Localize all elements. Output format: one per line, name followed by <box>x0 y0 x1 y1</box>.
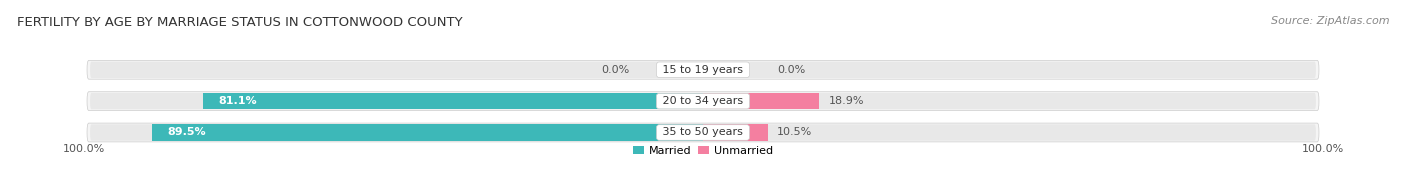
FancyBboxPatch shape <box>90 62 1316 78</box>
Text: 89.5%: 89.5% <box>167 127 205 138</box>
FancyBboxPatch shape <box>87 92 1319 111</box>
FancyBboxPatch shape <box>87 60 1319 79</box>
Text: 35 to 50 years: 35 to 50 years <box>659 127 747 138</box>
Text: 100.0%: 100.0% <box>1302 144 1344 154</box>
Text: FERTILITY BY AGE BY MARRIAGE STATUS IN COTTONWOOD COUNTY: FERTILITY BY AGE BY MARRIAGE STATUS IN C… <box>17 16 463 29</box>
Text: 100.0%: 100.0% <box>62 144 104 154</box>
Text: 0.0%: 0.0% <box>778 65 806 75</box>
Text: 18.9%: 18.9% <box>828 96 865 106</box>
Text: 0.0%: 0.0% <box>600 65 628 75</box>
Bar <box>204 93 703 109</box>
Legend: Married, Unmarried: Married, Unmarried <box>628 142 778 161</box>
Text: 81.1%: 81.1% <box>219 96 257 106</box>
FancyBboxPatch shape <box>87 123 1319 142</box>
FancyBboxPatch shape <box>90 124 1316 141</box>
FancyBboxPatch shape <box>90 93 1316 109</box>
Bar <box>703 93 820 109</box>
Text: 15 to 19 years: 15 to 19 years <box>659 65 747 75</box>
Text: 10.5%: 10.5% <box>778 127 813 138</box>
Bar <box>152 124 703 141</box>
Bar <box>703 124 768 141</box>
Text: Source: ZipAtlas.com: Source: ZipAtlas.com <box>1271 16 1389 26</box>
Text: 20 to 34 years: 20 to 34 years <box>659 96 747 106</box>
